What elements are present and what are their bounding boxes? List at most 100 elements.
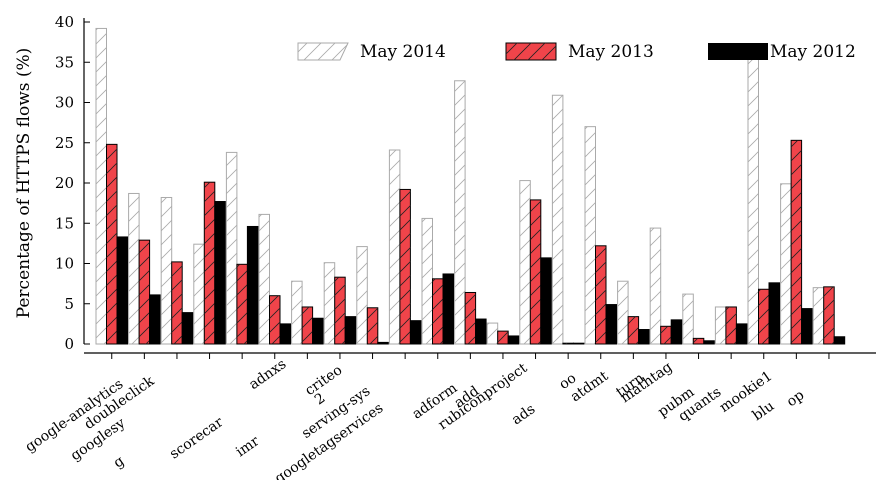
bar-may-2013-22-hatch <box>823 286 835 344</box>
bar-may-2014-8-hatch <box>356 246 368 344</box>
category-label-oo: oo <box>556 370 579 393</box>
bar-may-2014-1-hatch <box>128 193 140 344</box>
bar-may-2013-16-hatch <box>628 316 639 344</box>
bar-may-2013-9-hatch <box>399 189 411 344</box>
bar-may-2013-7-hatch <box>334 277 346 344</box>
bar-may-2014-16-hatch <box>617 281 629 344</box>
bar-may-2013-21-hatch <box>791 140 802 344</box>
legend-label-may-2012: May 2012 <box>770 42 856 62</box>
bar-may-2013-14-hatch <box>562 343 574 344</box>
bar-may-2012-1 <box>149 294 161 345</box>
bar-may-2014-5-hatch <box>259 214 270 344</box>
legend-swatch-may-2014 <box>297 42 349 61</box>
legend-item-may-2013: May 2013 <box>505 42 654 62</box>
y-tick-label-20: 20 <box>55 174 74 192</box>
bar-may-2013-1-hatch <box>139 240 150 344</box>
y-tick-label-35: 35 <box>55 53 74 71</box>
bars <box>95 27 846 345</box>
category-label-op: op <box>784 387 807 410</box>
bar-may-2012-15 <box>605 304 617 345</box>
bar-may-2012-13 <box>540 257 552 345</box>
category-label-blu: blu <box>750 398 778 424</box>
bar-may-2012-20 <box>768 282 780 345</box>
bar-may-2014-2-hatch <box>161 197 172 344</box>
bar-may-2012-4 <box>246 225 259 345</box>
bar-may-2013-15-hatch <box>595 245 606 344</box>
bar-may-2014-12-hatch <box>487 323 498 344</box>
bar-may-2014-6-hatch <box>291 281 303 344</box>
bar-may-2014-15-hatch <box>585 126 596 345</box>
bar-may-2014-21-hatch <box>780 183 792 344</box>
bar-may-2012-7 <box>344 316 357 345</box>
bar-may-2012-8 <box>377 341 389 345</box>
bar-may-2014-4-hatch <box>226 152 237 344</box>
category-label-g: g <box>111 453 128 471</box>
category-label-adnxs: adnxs <box>246 356 289 393</box>
bar-may-2014-18-hatch <box>682 294 694 344</box>
bar-may-2014-19-hatch <box>715 306 726 344</box>
legend: May 2014 May 2013 May 2012 <box>297 42 856 62</box>
bar-may-2013-11-hatch <box>465 292 476 344</box>
category-label-imr: imr <box>233 433 262 460</box>
bar-may-2012-6 <box>312 317 324 345</box>
bar-may-2013-19-hatch <box>725 306 737 344</box>
bar-may-2013-3-hatch <box>204 182 215 344</box>
bar-may-2012-0 <box>116 236 128 345</box>
y-tick-label-5: 5 <box>64 295 74 313</box>
y-tick-label-40: 40 <box>55 13 74 31</box>
bar-may-2012-21 <box>801 308 813 345</box>
bar-may-2012-10 <box>442 273 454 345</box>
bar-may-2012-12 <box>507 335 520 345</box>
y-axis: 0 5 10 15 20 25 30 35 40 <box>55 13 90 353</box>
legend-label-may-2014: May 2014 <box>360 42 446 62</box>
bar-may-2012-2 <box>181 312 194 345</box>
bar-may-2013-10-hatch <box>432 278 443 344</box>
legend-swatch-may-2012 <box>708 43 768 60</box>
bar-may-2012-16 <box>638 329 650 345</box>
bar-may-2014-22-hatch <box>813 287 824 344</box>
bar-may-2013-18-hatch <box>693 338 704 344</box>
bar-may-2012-14 <box>572 342 585 345</box>
bar-may-2013-12-hatch <box>497 331 509 344</box>
bar-may-2013-13-hatch <box>530 199 541 344</box>
y-tick-label-10: 10 <box>55 255 74 273</box>
legend-item-may-2014: May 2014 <box>297 42 446 62</box>
y-tick-label-15: 15 <box>55 214 74 232</box>
bar-may-2014-9-hatch <box>389 149 400 344</box>
bar-may-2014-11-hatch <box>454 80 466 344</box>
bar-may-2013-0-hatch <box>106 144 117 344</box>
category-label-criteo: criteo <box>302 362 345 399</box>
category-label-ads: ads <box>509 401 538 428</box>
bar-may-2012-18 <box>703 340 715 345</box>
bar-may-2013-17-hatch <box>660 326 672 344</box>
bar-may-2012-22 <box>833 336 846 345</box>
x-axis <box>84 352 876 359</box>
bar-may-2014-17-hatch <box>650 228 661 344</box>
bar-may-2014-7-hatch <box>324 262 335 344</box>
bar-may-2012-19 <box>735 323 748 345</box>
bar-may-2013-2-hatch <box>171 261 183 344</box>
bar-may-2014-3-hatch <box>193 244 205 344</box>
bar-may-2013-20-hatch <box>758 289 769 344</box>
bar-may-2012-3 <box>214 201 226 345</box>
y-tick-label-30: 30 <box>55 94 74 112</box>
bar-may-2012-17 <box>670 319 683 345</box>
bar-may-2013-5-hatch <box>269 295 280 344</box>
bar-may-2012-11 <box>475 318 487 345</box>
bar-may-2014-14-hatch <box>552 95 563 344</box>
legend-label-may-2013: May 2013 <box>568 42 654 62</box>
category-label-atdmt: atdmt <box>568 368 612 405</box>
bar-may-2012-5 <box>279 323 291 345</box>
bar-may-2014-10-hatch <box>422 218 433 344</box>
bar-may-2013-4-hatch <box>236 264 248 344</box>
y-tick-label-0: 0 <box>64 335 74 353</box>
category-label-scorecar: scorecar <box>167 414 227 462</box>
bar-may-2012-9 <box>409 320 422 345</box>
y-axis-title: Percentage of HTTPS flows (%) <box>14 48 34 319</box>
bar-may-2014-13-hatch <box>519 180 531 344</box>
bar-may-2014-20-hatch <box>748 46 759 345</box>
bar-may-2013-8-hatch <box>367 307 378 344</box>
y-tick-label-25: 25 <box>55 134 74 152</box>
